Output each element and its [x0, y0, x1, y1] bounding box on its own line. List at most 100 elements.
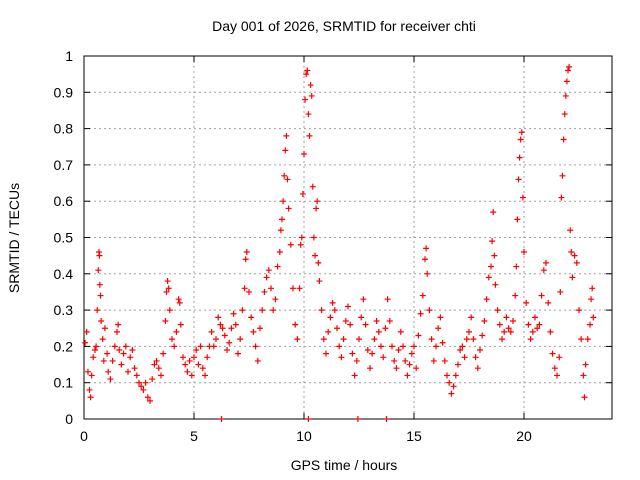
data-point: [243, 249, 250, 256]
data-point: [457, 347, 464, 354]
data-point: [144, 394, 151, 401]
data-point: [127, 354, 134, 361]
data-point: [294, 336, 301, 343]
data-point: [455, 361, 461, 368]
data-point: [228, 325, 235, 332]
x-tick-label: 5: [190, 428, 198, 444]
data-point: [302, 96, 309, 103]
data-point: [224, 347, 230, 354]
data-point: [395, 347, 402, 354]
data-point: [111, 343, 118, 350]
data-point: [382, 325, 389, 332]
data-point: [272, 296, 279, 303]
data-point: [560, 136, 567, 143]
data-point: [444, 372, 450, 379]
data-point: [90, 354, 97, 361]
data-point: [175, 296, 182, 303]
data-point: [305, 111, 312, 118]
data-point: [566, 63, 573, 70]
data-point: [562, 92, 569, 99]
data-point: [450, 383, 457, 390]
data-point: [463, 336, 470, 343]
data-point: [507, 328, 514, 335]
y-axis-label: SRMTID / TECUs: [6, 183, 22, 293]
data-point: [411, 343, 417, 350]
data-point: [151, 361, 158, 368]
data-point: [306, 132, 313, 139]
data-point: [109, 357, 116, 364]
chart-title: Day 001 of 2026, SRMTID for receiver cht…: [212, 18, 476, 34]
y-tick-label: 0.2: [54, 338, 74, 354]
data-point: [391, 357, 398, 364]
data-point: [329, 299, 336, 306]
data-point: [557, 288, 564, 295]
data-point: [515, 176, 522, 183]
data-point: [327, 314, 334, 321]
y-tick-label: 0.9: [54, 84, 74, 100]
data-point: [519, 194, 526, 201]
data-point: [474, 365, 481, 372]
data-point: [545, 299, 552, 306]
y-tick-label: 0.6: [54, 193, 74, 209]
y-tick-label: 0.1: [54, 375, 74, 391]
y-tick-label: 0.7: [54, 157, 74, 173]
data-point: [360, 296, 367, 303]
data-point: [257, 325, 263, 332]
data-point: [92, 347, 98, 354]
data-point: [419, 292, 426, 299]
data-point: [147, 397, 153, 404]
data-point: [477, 347, 483, 354]
data-point: [100, 357, 107, 364]
data-point: [304, 67, 311, 74]
data-point: [441, 357, 448, 364]
data-point: [489, 238, 496, 245]
data-point: [488, 263, 494, 270]
data-points: [82, 63, 597, 422]
y-tick-label: 0: [65, 411, 73, 427]
data-point: [472, 354, 479, 361]
data-point: [268, 285, 274, 292]
data-point: [556, 354, 563, 361]
x-tick-label: 15: [406, 428, 422, 444]
data-point: [318, 307, 325, 314]
data-point: [582, 361, 589, 368]
data-point: [331, 307, 338, 314]
data-point: [162, 317, 169, 324]
data-point: [115, 321, 122, 328]
data-point: [279, 216, 285, 223]
data-point: [297, 241, 304, 248]
data-point: [235, 350, 241, 357]
data-point: [276, 249, 283, 256]
data-point: [402, 357, 409, 364]
data-point: [282, 147, 289, 154]
data-point: [298, 234, 305, 241]
data-point: [470, 336, 477, 343]
data-point: [437, 314, 444, 321]
data-point: [84, 368, 91, 375]
data-point: [158, 372, 164, 379]
data-point: [490, 209, 497, 216]
data-point: [309, 183, 316, 190]
data-point: [191, 354, 197, 361]
data-point: [514, 216, 521, 223]
data-point: [270, 307, 277, 314]
data-point: [567, 227, 574, 234]
data-point: [213, 336, 219, 343]
data-point: [280, 198, 287, 205]
data-point: [136, 379, 142, 386]
data-point: [367, 365, 373, 372]
data-point: [248, 314, 255, 321]
data-point: [125, 368, 131, 375]
data-point: [165, 285, 172, 292]
data-point: [96, 281, 103, 288]
data-point: [481, 317, 488, 324]
data-point: [86, 386, 93, 393]
data-point: [581, 394, 588, 401]
data-point: [353, 357, 360, 364]
x-tick-label: 0: [80, 428, 88, 444]
data-point: [588, 296, 595, 303]
data-point: [239, 307, 246, 314]
data-point: [153, 357, 160, 364]
data-point: [241, 285, 248, 292]
data-point: [242, 256, 249, 263]
